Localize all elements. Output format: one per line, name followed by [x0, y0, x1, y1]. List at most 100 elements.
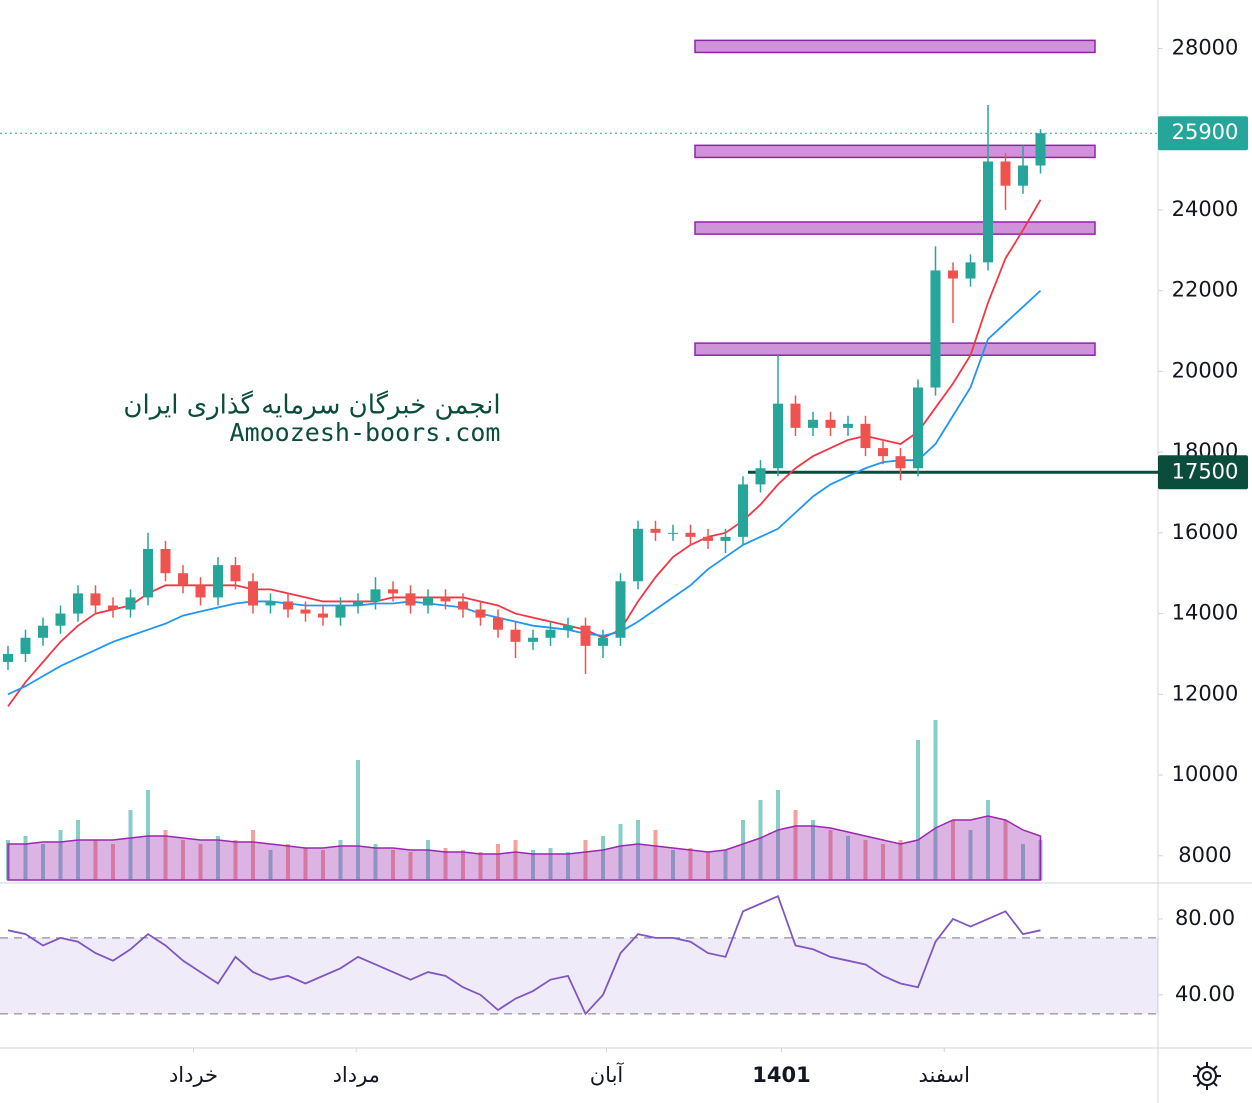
volume-ma [7, 815, 1042, 881]
watermark: Amoozesh-boors.com [230, 418, 501, 447]
y-tick-label: 28000 [1172, 35, 1239, 59]
volume-bar [916, 740, 920, 880]
x-tick-label: مرداد [333, 1063, 380, 1087]
x-tick-label: اسفند [919, 1063, 970, 1087]
candle-body [493, 617, 503, 630]
volume-bar [986, 800, 990, 880]
volume-bar [58, 830, 63, 880]
candle-body [125, 597, 136, 610]
volume-bar [723, 850, 728, 880]
candle-body [790, 403, 801, 428]
volume-bar [443, 848, 448, 880]
volume-bar [496, 844, 500, 880]
candle-body [405, 593, 416, 606]
volume-bar [1021, 844, 1025, 880]
y-tick-label: 8000 [1178, 843, 1231, 867]
candle-body [178, 573, 188, 586]
candle-body [283, 601, 293, 610]
candle-body [108, 605, 118, 610]
candle-body [685, 532, 696, 537]
volume-bar [776, 790, 780, 880]
candle-body [248, 581, 258, 606]
volume-bar [408, 852, 413, 880]
candle-body [808, 419, 818, 428]
candle-body [300, 609, 311, 614]
volume-bar [198, 844, 203, 880]
volume-bar [1003, 820, 1008, 880]
volume-bar [181, 840, 185, 880]
y-tick-label: 12000 [1172, 681, 1239, 705]
candle-body [1000, 161, 1011, 186]
candle-body [213, 565, 223, 598]
candle-body [563, 625, 573, 630]
volume-bar [881, 844, 885, 880]
volume-bar [566, 852, 570, 880]
candle-body [20, 637, 31, 654]
y-tick-label: 16000 [1172, 520, 1239, 544]
candle-body [825, 419, 836, 428]
volume-bar [41, 844, 45, 880]
candle-body [335, 605, 346, 618]
volume-bar [636, 820, 640, 880]
volume-bar [758, 800, 763, 880]
candle-body [720, 536, 731, 541]
candle-body [843, 423, 853, 428]
volume-bar [898, 840, 903, 880]
price-zone [694, 221, 1096, 235]
volume-bar [391, 850, 395, 880]
y-tick-label: 10000 [1172, 762, 1239, 786]
volume-bar [671, 850, 675, 880]
volume-bar [706, 852, 710, 880]
volume-bar [688, 848, 693, 880]
volume-bar [968, 830, 973, 880]
candle-body [3, 653, 13, 663]
volume-bar [793, 810, 798, 880]
volume-bar [513, 840, 518, 880]
candle-body [73, 593, 83, 614]
x-tick-label: 1401 [752, 1063, 810, 1087]
rsi-line [7, 894, 1041, 1016]
volume-bar [321, 850, 325, 880]
candle-body [983, 161, 993, 263]
support-label: 17500 [1172, 459, 1239, 483]
candle-body [650, 528, 661, 533]
candle-body [878, 448, 888, 457]
moving-average [7, 289, 1042, 696]
volume-bar [128, 810, 133, 880]
candle-body [948, 270, 958, 279]
volume-bar [146, 790, 150, 880]
y-tick-label: 24000 [1172, 197, 1239, 221]
candle-body [895, 456, 906, 469]
volume-bar [303, 848, 308, 880]
candle-body [633, 528, 643, 582]
settings-icon[interactable] [1193, 1062, 1221, 1090]
volume-bar [548, 848, 553, 880]
volume-bar [846, 836, 850, 880]
volume-bar [863, 840, 868, 880]
y-tick-label: 22000 [1172, 278, 1239, 302]
price-zone [694, 342, 1096, 356]
candle-body [143, 548, 153, 598]
candle-body [388, 589, 398, 594]
candle-body [90, 593, 101, 606]
volume-bar [426, 840, 430, 880]
volume-bar [268, 850, 273, 880]
volume-bar [583, 840, 588, 880]
support-tag [1158, 455, 1248, 490]
rsi-tick-label: 80.00 [1175, 906, 1235, 930]
candle-body [860, 423, 871, 449]
volume-bar [601, 836, 605, 880]
candle-body [598, 637, 608, 646]
watermark: انجمن خبرگان سرمایه گذاری ایران [123, 390, 500, 421]
volume-bar [531, 850, 535, 880]
candle-body [545, 629, 556, 638]
rsi-tick-label: 40.00 [1175, 982, 1235, 1006]
volume-bar [76, 820, 80, 880]
candle-body [965, 262, 976, 279]
volume-bar [653, 830, 658, 880]
price-zone [694, 144, 1096, 159]
candle-body [475, 609, 486, 618]
volume-bar [111, 844, 115, 880]
volume-bar [251, 830, 255, 880]
